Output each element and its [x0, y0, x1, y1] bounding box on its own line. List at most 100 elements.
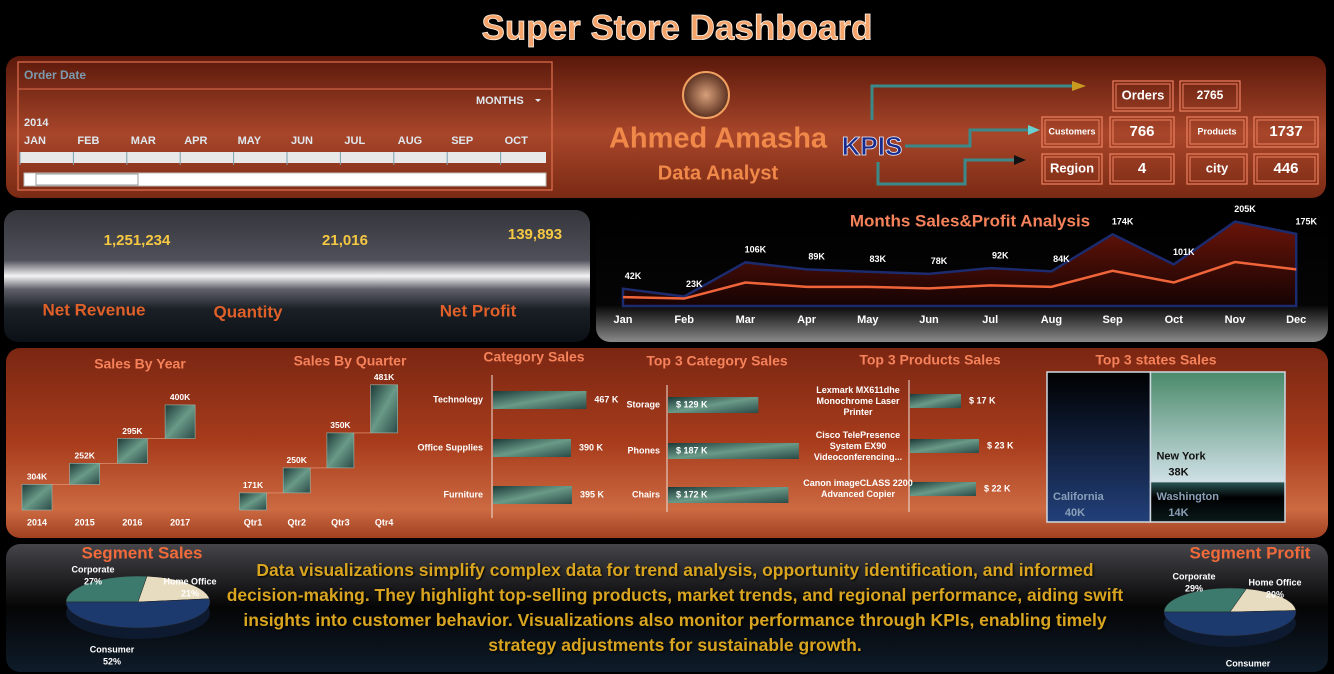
connector — [905, 128, 1032, 148]
x-tick-label: Jun — [919, 314, 939, 326]
bar — [668, 443, 799, 459]
data-label: 295K — [122, 426, 143, 436]
kpi-box-inner — [1189, 156, 1245, 182]
slice-value: 52% — [103, 656, 121, 666]
bar — [239, 492, 267, 511]
bar — [910, 482, 976, 496]
slice-label: Corporate — [71, 564, 114, 574]
note: Data visualizations simplify complex dat… — [226, 560, 1124, 655]
slicer-month[interactable]: MAR — [131, 135, 156, 147]
slicer-period[interactable]: MONTHS — [476, 95, 524, 107]
slicer-month[interactable]: SEP — [451, 135, 473, 147]
bar — [21, 484, 53, 511]
kpi-box — [1112, 80, 1174, 112]
y-tick-label: Phones — [627, 445, 660, 455]
kpis-label: KPIS — [842, 131, 903, 161]
data-label: $ 23 K — [987, 440, 1014, 450]
kpi-label: Products — [1197, 126, 1236, 136]
kpi-box — [1253, 116, 1319, 148]
kpi-box — [1041, 116, 1103, 148]
data-label: 350K — [330, 420, 351, 430]
y-tick-label: Technology — [433, 394, 483, 404]
kpi-label: Customers — [1048, 126, 1095, 136]
arrow-head — [1028, 125, 1040, 135]
pie-slice — [65, 575, 148, 603]
chart-title: Sales By Quarter — [294, 353, 407, 369]
cell-label: California — [1053, 491, 1105, 503]
arrow-head — [1072, 81, 1086, 91]
cell-value: 40K — [1065, 507, 1085, 519]
connector — [870, 84, 1080, 120]
data-label: $ 129 K — [676, 399, 708, 409]
x-tick-label: Sep — [1103, 314, 1123, 326]
pie-slice — [1229, 588, 1297, 613]
slicer-month[interactable]: APR — [184, 135, 207, 147]
x-tick-label: Nov — [1225, 314, 1247, 326]
slicer-year: 2014 — [24, 117, 49, 129]
kpi-box-inner — [1112, 119, 1172, 145]
scrollbar[interactable] — [23, 172, 547, 187]
kpi-label: Orders — [1122, 87, 1165, 102]
x-tick-label: 2017 — [170, 517, 190, 527]
data-label: 304K — [27, 472, 48, 482]
kpi-box — [1041, 153, 1103, 185]
dropdown-icon[interactable] — [535, 99, 541, 102]
data-label: 89K — [808, 252, 825, 262]
y-tick-label: Office Supplies — [417, 442, 483, 452]
slicer-month[interactable]: JAN — [24, 135, 46, 147]
kpi-box-inner — [1256, 119, 1316, 145]
data-label: $ 187 K — [676, 445, 708, 455]
scroll-thumb[interactable] — [35, 173, 139, 186]
x-tick-label: 2015 — [75, 517, 95, 527]
kpi-box — [1186, 153, 1248, 185]
data-label: 205K — [1234, 204, 1256, 214]
treemap-cell — [1149, 480, 1286, 523]
slicer-label: Order Date — [24, 68, 86, 82]
kpi-label: city — [1206, 160, 1229, 175]
timeline-bar[interactable] — [20, 152, 546, 163]
kpi-value: 766 — [1129, 123, 1154, 140]
data-label: $ 172 K — [676, 489, 708, 499]
kpi-box — [1253, 153, 1319, 185]
bar — [370, 384, 398, 434]
slicer-month[interactable]: MAY — [238, 135, 262, 147]
slice-value: 20% — [1266, 589, 1284, 599]
chart-title: Sales By Year — [94, 356, 186, 372]
x-tick-label: Qtr3 — [331, 517, 350, 527]
treemap-cell — [1046, 371, 1152, 523]
cell-label: Washington — [1156, 491, 1219, 503]
bar — [668, 397, 759, 413]
slicer-month[interactable]: OCT — [505, 135, 528, 147]
kpi-value: 446 — [1273, 160, 1298, 177]
summary-panel — [4, 210, 590, 342]
slice-label: Consumer — [90, 644, 135, 654]
chart-title: Segment Sales — [82, 543, 203, 562]
kpi-value: 2765 — [1197, 88, 1224, 102]
data-label: 171K — [243, 480, 264, 490]
y-tick-label: Chairs — [632, 489, 660, 499]
slicer-month[interactable]: FEB — [77, 135, 99, 147]
kpi-box-inner — [1044, 156, 1100, 182]
data-label: 83K — [870, 254, 887, 264]
chart-title: Segment Profit — [1190, 543, 1311, 562]
chart-title: Top 3 Products Sales — [859, 352, 1001, 368]
kpi-box-inner — [1256, 156, 1316, 182]
data-label: 390 K — [579, 442, 604, 452]
slicer-month[interactable]: AUG — [398, 135, 422, 147]
x-tick-label: Qtr2 — [287, 517, 306, 527]
data-label: 92K — [992, 250, 1009, 260]
y-tick-label: Lexmark MX611dhe Monochrome Laser Printe… — [816, 384, 900, 417]
data-label: $ 17 K — [969, 395, 996, 405]
data-label: 101K — [1173, 247, 1195, 257]
chart-title: Category Sales — [483, 349, 584, 365]
slicer-month[interactable]: JUN — [291, 135, 313, 147]
slicer-month[interactable]: JUL — [344, 135, 365, 147]
slicer — [17, 61, 553, 191]
data-label: 252K — [75, 451, 96, 461]
x-tick-label: Qtr1 — [244, 517, 263, 527]
slice-label: Consumer — [1226, 658, 1271, 668]
slice-value: 27% — [84, 576, 102, 586]
data-label: 175K — [1295, 216, 1317, 226]
avatar — [682, 71, 730, 119]
x-tick-label: Oct — [1165, 314, 1184, 326]
